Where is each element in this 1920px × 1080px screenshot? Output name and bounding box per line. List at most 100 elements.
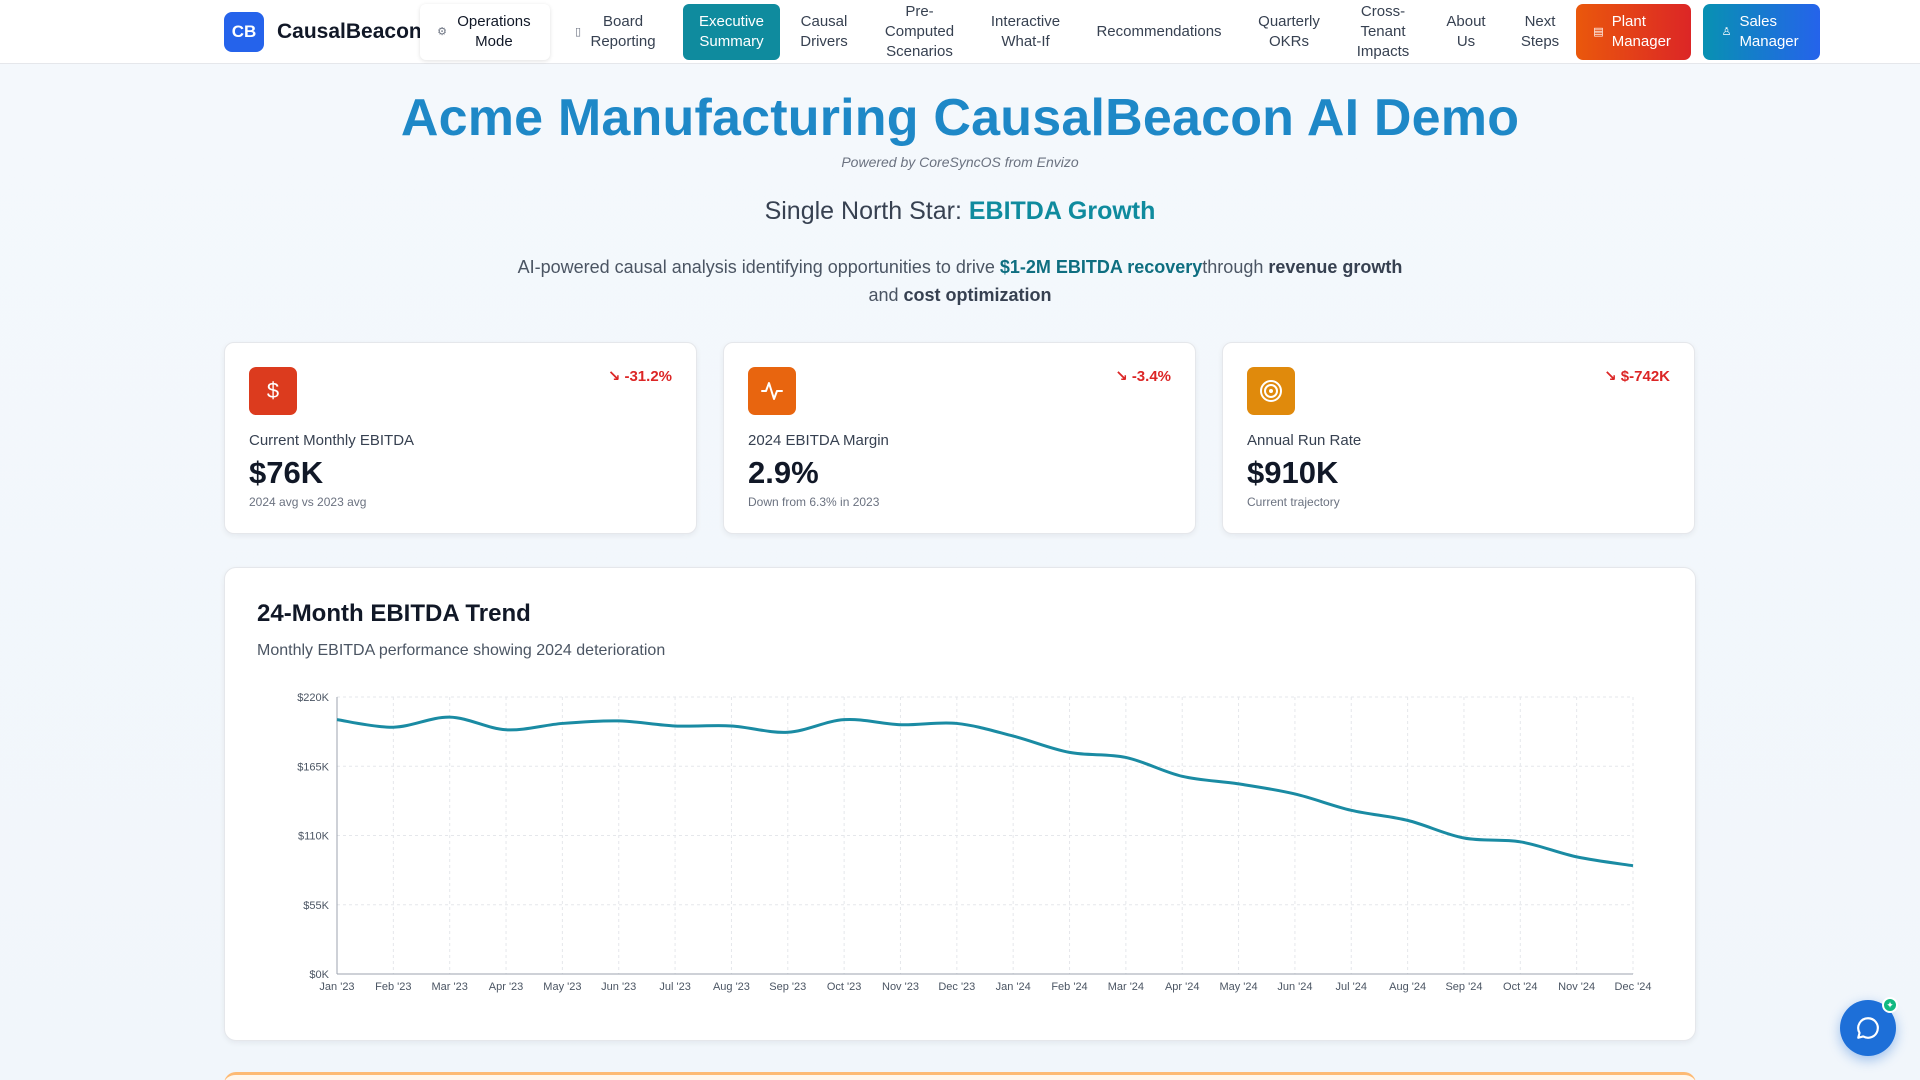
north-star: Single North Star: EBITDA Growth [0,197,1920,226]
plant-manager-label: Plant Manager [1611,13,1671,50]
nav-recommendations[interactable]: Recommendations [1089,4,1229,60]
x-tick-label: Jul '24 [1336,981,1367,993]
x-tick-label: Apr '23 [489,981,524,993]
nav-label: Operations Mode [457,13,531,50]
kpi-delta: ↘ $-742K [1604,367,1670,385]
users-icon: ♙ [1721,26,1732,38]
nav-cross-tenant-impacts[interactable]: Cross-Tenant Impacts [1344,0,1422,64]
nav-executive-summary[interactable]: Executive Summary [683,4,780,60]
x-tick-label: Nov '24 [1558,981,1595,993]
kpi-card-annual-run-rate: ↘ $-742K Annual Run Rate $910K Current t… [1222,342,1695,534]
nav-label: Interactive What-If [990,13,1061,50]
ebitda-series-line [336,715,1634,868]
nav-about-us[interactable]: About Us [1433,4,1499,60]
x-tick-label: May '24 [1219,981,1257,993]
kpi-value: $76K [249,455,324,490]
sales-manager-label: Sales Manager [1739,13,1799,50]
top-nav: CB CausalBeacon ⚙ Operations Mode ▯ Boar… [0,0,1920,64]
kpi-note: 2024 avg vs 2023 avg [249,495,367,509]
nav-label: Quarterly OKRs [1258,13,1320,50]
y-tick-label: $110K [298,831,330,843]
powered-by: Powered by CoreSyncOS from Envizo [841,154,1079,170]
kpi-value: $910K [1247,455,1339,490]
subtitle-text: through [1202,257,1269,277]
nav-label: Causal Drivers [800,13,848,50]
nav-label: About Us [1446,13,1486,50]
x-tick-label: Jan '24 [996,981,1031,993]
plant-manager-button[interactable]: ▤ Plant Manager [1576,4,1691,60]
x-tick-label: Jun '24 [1277,981,1312,993]
x-tick-label: Feb '24 [1051,981,1087,993]
page-title: Acme Manufacturing CausalBeacon AI Demo [400,89,1520,147]
x-tick-label: Feb '23 [375,981,411,993]
dollar-icon: $ [249,367,297,415]
document-icon: ▯ [574,26,582,38]
kpi-value: 2.9% [748,455,819,490]
kpi-card-ebitda-margin: ↘ -3.4% 2024 EBITDA Margin 2.9% Down fro… [723,342,1196,534]
x-tick-label: Sep '24 [1445,981,1482,993]
x-tick-label: Dec '23 [938,981,975,993]
brand-name: CausalBeacon [277,20,422,43]
subtitle-bold: revenue growth [1268,257,1403,277]
factory-icon: ▤ [1593,26,1604,38]
nav-quarterly-okrs[interactable]: Quarterly OKRs [1247,4,1331,60]
subtitle-bold: cost optimization [903,285,1052,305]
x-tick-label: Oct '23 [827,981,862,993]
y-tick-label: $220K [297,692,329,704]
subtitle-text: AI-powered causal analysis identifying o… [517,257,1000,277]
kpi-delta: ↘ -3.4% [1115,367,1171,385]
sales-manager-button[interactable]: ♙ Sales Manager [1703,4,1820,60]
nav-next-steps[interactable]: Next Steps [1508,4,1572,60]
hero-subtitle: AI-powered causal analysis identifying o… [510,253,1410,309]
trend-down-icon: ↘ [607,368,625,385]
activity-icon [748,367,796,415]
kpi-delta-value: $-742K [1620,368,1670,385]
nav-operations-mode[interactable]: ⚙ Operations Mode [420,4,550,60]
x-tick-label: May '23 [543,981,581,993]
nav-board-reporting[interactable]: ▯ Board Reporting [565,4,667,60]
nav-label: Executive Summary [698,13,765,50]
gear-icon: ⚙ [437,26,447,38]
x-tick-label: Jan '23 [319,981,354,993]
brand[interactable]: CB CausalBeacon [224,12,422,52]
x-tick-label: Apr '24 [1165,981,1200,993]
chart-subtitle: Monthly EBITDA performance showing 2024 … [257,642,666,659]
kpi-label: Annual Run Rate [1247,432,1362,449]
y-tick-label: $165K [297,761,329,773]
x-tick-label: Dec '24 [1615,981,1652,993]
subtitle-highlight: $1-2M EBITDA recovery [999,257,1203,277]
chat-icon [1857,1017,1879,1039]
x-tick-label: Mar '23 [432,981,468,993]
kpi-delta-value: -31.2% [624,368,672,385]
ebitda-trend-card: $0K $55K $110K $165K $220K Jan '23 Feb '23 Mar … [224,567,1696,1041]
trend-down-icon: ↘ [1604,368,1621,385]
kpi-delta: ↘ -31.2% [608,367,672,385]
sparkle-icon: ✦ [1882,997,1898,1013]
nav-interactive-what-if[interactable]: Interactive What-If [980,4,1071,60]
x-tick-label: Jul '23 [659,981,690,993]
x-tick-label: Aug '23 [713,981,750,993]
kpi-card-monthly-ebitda: $ ↘ -31.2% Current Monthly EBITDA $76K 2… [224,342,697,534]
north-star-prefix: Single North Star: [764,197,969,225]
x-tick-label: Aug '24 [1389,981,1426,993]
nav-pre-computed-scenarios[interactable]: Pre-Computed Scenarios [870,0,969,64]
nav-label: Pre-Computed Scenarios [884,3,955,60]
target-icon [1247,367,1295,415]
chat-button[interactable] [1840,1000,1896,1056]
trend-down-icon: ↘ [1115,368,1132,385]
kpi-delta-value: -3.4% [1131,368,1171,385]
subtitle-text: and [868,285,904,305]
ebitda-trend-chart: $0K $55K $110K $165K $220K Jan '23 Feb '23 Mar … [297,692,1652,993]
kpi-note: Current trajectory [1247,495,1340,509]
next-section-card [224,1072,1696,1080]
x-tick-label: Sep '23 [769,981,806,993]
kpi-note: Down from 6.3% in 2023 [748,495,880,509]
x-tick-label: Nov '23 [882,981,919,993]
nav-causal-drivers[interactable]: Causal Drivers [788,4,860,60]
brand-logo: CB [224,12,264,52]
nav-label: Cross-Tenant Impacts [1356,3,1410,60]
nav-label: Board Reporting [590,13,656,50]
x-tick-label: Oct '24 [1503,981,1538,993]
nav-label: Recommendations [1096,23,1222,40]
kpi-label: Current Monthly EBITDA [249,432,415,449]
